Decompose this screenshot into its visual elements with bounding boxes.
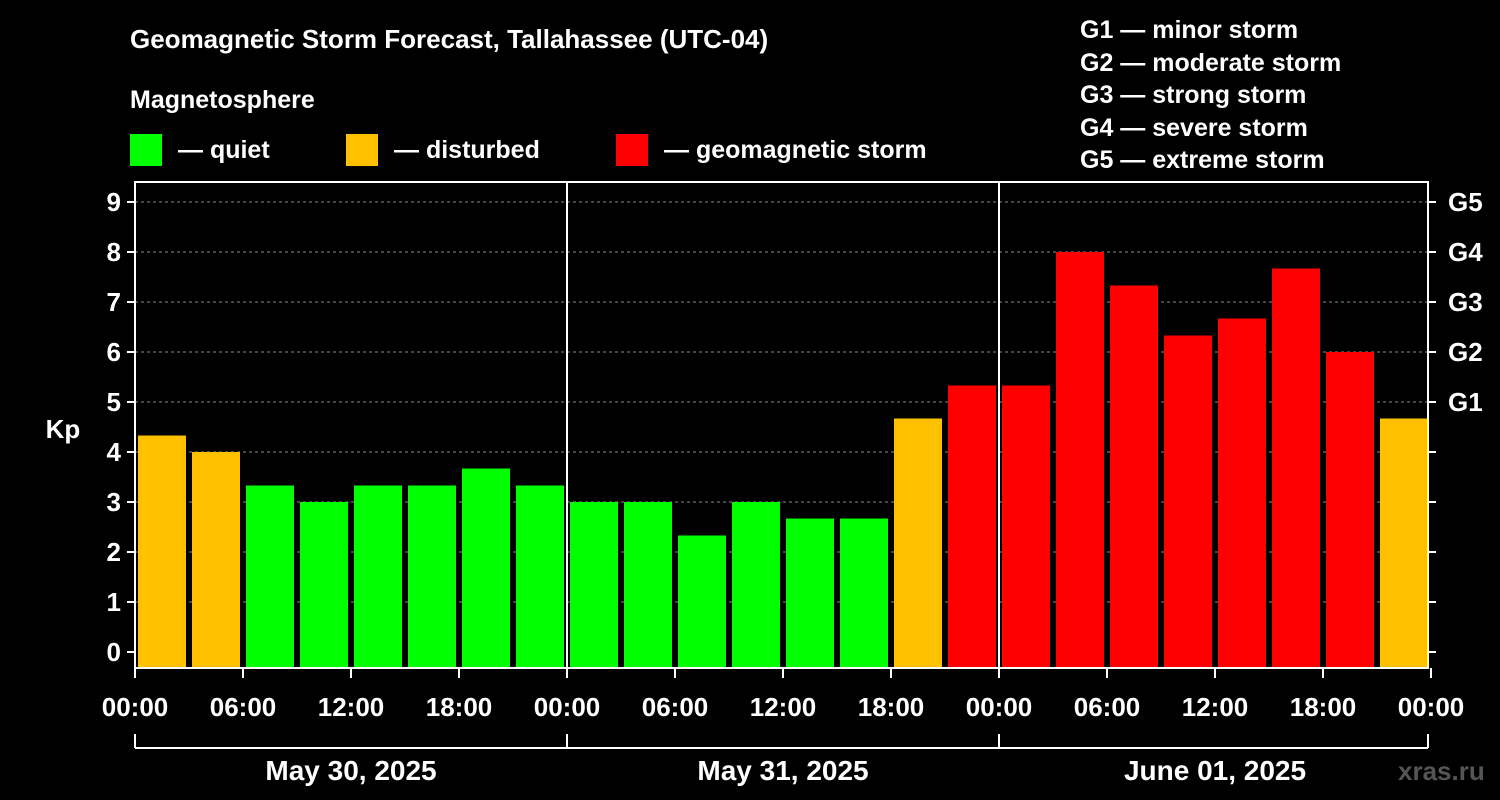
g-scale-item: G5 — extreme storm (1080, 146, 1325, 174)
x-tick-label: 18:00 (1290, 692, 1357, 722)
x-tick-label: 06:00 (1074, 692, 1141, 722)
legend-label: — quiet (178, 135, 270, 164)
bar-quiet (516, 485, 564, 668)
g-tick-label: G2 (1448, 337, 1483, 367)
date-label: May 30, 2025 (265, 755, 436, 786)
chart-title: Geomagnetic Storm Forecast, Tallahassee … (130, 24, 769, 54)
g-scale-item: G1 — minor storm (1080, 16, 1299, 44)
date-label: May 31, 2025 (697, 755, 868, 786)
legend-disturbed: — disturbed (346, 134, 540, 166)
x-tick-label: 12:00 (750, 692, 817, 722)
g-scale-list: G1 — minor storm G2 — moderate storm G3 … (1080, 14, 1341, 177)
legend-swatch-quiet (130, 134, 162, 166)
legend-swatch-disturbed (346, 134, 378, 166)
y-axis-label: Kp (46, 414, 81, 444)
bar-storm (1272, 268, 1320, 668)
bar-quiet (354, 485, 402, 668)
g-tick-label: G3 (1448, 287, 1483, 317)
x-tick-label: 00:00 (1398, 692, 1465, 722)
bar-disturbed (138, 435, 186, 668)
bar-storm (1056, 252, 1104, 668)
bar-quiet (300, 502, 348, 668)
y-tick-label: 8 (107, 237, 121, 267)
x-tick-label: 06:00 (210, 692, 277, 722)
bar-storm (1164, 335, 1212, 668)
y-tick-label: 1 (107, 587, 121, 617)
bar-quiet (732, 502, 780, 668)
x-tick-label: 12:00 (1182, 692, 1249, 722)
watermark: xras.ru (1398, 756, 1485, 786)
y-tick-label: 9 (107, 187, 121, 217)
plot-frame (134, 181, 1429, 669)
bar-quiet (246, 485, 294, 668)
bar-storm (948, 385, 996, 668)
bar-disturbed (1380, 418, 1428, 668)
bar-quiet (840, 518, 888, 668)
bar-quiet (624, 502, 672, 668)
legend-swatch-storm (616, 134, 648, 166)
y-tick-label: 2 (107, 537, 121, 567)
y-tick-label: 5 (107, 387, 121, 417)
legend-quiet: — quiet (130, 134, 270, 166)
x-tick-label: 00:00 (102, 692, 169, 722)
y-tick-label: 6 (107, 337, 121, 367)
bar-storm (1326, 352, 1374, 668)
bar-quiet (408, 485, 456, 668)
x-tick-label: 18:00 (858, 692, 925, 722)
bar-storm (1002, 385, 1050, 668)
g-tick-label: G5 (1448, 187, 1483, 217)
x-tick-label: 06:00 (642, 692, 709, 722)
y-tick-label: 0 (107, 637, 121, 667)
bar-quiet (786, 518, 834, 668)
bar-storm (1218, 318, 1266, 668)
bar-quiet (678, 535, 726, 668)
legend-label: — geomagnetic storm (664, 135, 927, 164)
x-tick-label: 00:00 (966, 692, 1033, 722)
g-scale-item: G3 — strong storm (1080, 81, 1307, 109)
y-tick-label: 3 (107, 487, 121, 517)
bar-quiet (462, 468, 510, 668)
bar-disturbed (894, 418, 942, 668)
y-tick-label: 7 (107, 287, 121, 317)
x-tick-label: 00:00 (534, 692, 601, 722)
bar-disturbed (192, 452, 240, 668)
legend-storm: — geomagnetic storm (616, 134, 927, 166)
x-tick-label: 12:00 (318, 692, 385, 722)
legend-title: Magnetosphere (130, 86, 315, 114)
g-scale-item: G4 — severe storm (1080, 113, 1308, 142)
g-scale-item: G2 — moderate storm (1080, 48, 1342, 77)
bar-quiet (570, 502, 618, 668)
bar-storm (1110, 285, 1158, 668)
x-tick-label: 18:00 (426, 692, 493, 722)
g-tick-label: G1 (1448, 387, 1483, 417)
y-tick-label: 4 (107, 437, 122, 467)
date-label: June 01, 2025 (1124, 755, 1306, 786)
legend-label: — disturbed (394, 135, 540, 164)
g-tick-label: G4 (1448, 237, 1483, 267)
